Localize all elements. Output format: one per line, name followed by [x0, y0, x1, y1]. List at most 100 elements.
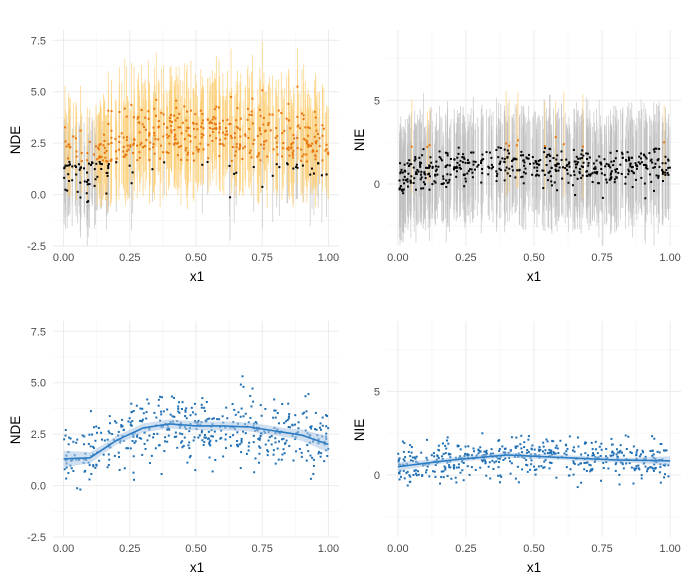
bottom-left-data-point [244, 412, 247, 415]
top-right-data-point [456, 156, 459, 159]
bottom-right-data-point [424, 471, 427, 474]
bottom-right-data-point [587, 454, 590, 457]
top-left-data-point [248, 151, 251, 154]
top-right-data-point [667, 159, 670, 162]
bottom-left-data-point [295, 450, 298, 453]
bottom-right-data-point [444, 466, 447, 469]
top-left-data-point [314, 155, 317, 158]
top-right-data-point [643, 182, 646, 185]
bottom-right-data-point [428, 475, 431, 478]
top-right-data-point [581, 149, 584, 152]
top-right-data-point [593, 171, 596, 174]
top-right-data-point [536, 162, 539, 165]
bottom-right-data-point [530, 448, 533, 451]
top-left-data-point [100, 156, 103, 159]
top-left-data-point [208, 122, 211, 125]
top-left-data-point [250, 110, 253, 113]
top-right-data-point [415, 173, 418, 176]
bottom-left-data-point [146, 398, 149, 401]
bottom-right-data-point [439, 482, 442, 485]
panel-bottom-right-ylabel: NIE [352, 419, 367, 442]
top-right-data-point [610, 170, 613, 173]
bottom-right-data-point [594, 448, 597, 451]
bottom-left-data-point [98, 459, 101, 462]
bottom-right-data-point [542, 441, 545, 444]
bottom-right-data-point [627, 435, 630, 438]
top-right-data-point [463, 157, 466, 160]
bottom-left-data-point [120, 424, 123, 427]
top-right-data-point [612, 160, 615, 163]
bottom-left-data-point [100, 431, 103, 434]
top-left-data-point [68, 160, 71, 163]
top-right-data-point [480, 181, 483, 184]
top-left-data-point [95, 162, 98, 165]
bottom-right-data-point [658, 471, 661, 474]
top-right-data-point [658, 165, 661, 168]
top-left-data-point [286, 163, 289, 166]
top-left-data-point [307, 134, 310, 137]
top-right-data-point [581, 174, 584, 177]
top-right-data-point [501, 157, 504, 160]
bottom-left-data-point [255, 422, 258, 425]
bottom-left-data-point [128, 417, 131, 420]
bottom-left-data-point [260, 432, 263, 435]
panel-bottom-left-marks [63, 375, 330, 491]
bottom-right-data-point [417, 473, 420, 476]
bottom-right-data-point [653, 463, 656, 466]
top-left-y-tick-label: 2.5 [31, 138, 46, 150]
top-right-data-point [461, 156, 464, 159]
bottom-left-data-point [187, 444, 190, 447]
top-left-data-point [215, 137, 218, 140]
bottom-left-data-point [220, 436, 223, 439]
bottom-left-data-point [207, 437, 210, 440]
top-right-data-point [627, 170, 630, 173]
bottom-left-data-point [274, 437, 277, 440]
top-left-data-point [233, 136, 236, 139]
top-right-data-point [463, 173, 466, 176]
top-left-y-tick-label: 7.5 [31, 35, 46, 47]
top-left-data-point [290, 147, 293, 150]
top-left-data-point [230, 159, 233, 162]
top-right-data-point [640, 161, 643, 164]
bottom-left-data-point [229, 436, 232, 439]
top-left-data-point [246, 118, 249, 121]
bottom-left-data-point [267, 439, 270, 442]
top-right-data-point [409, 180, 412, 183]
top-left-data-point [85, 192, 88, 195]
bottom-left-data-point [177, 410, 180, 413]
top-left-data-point [185, 119, 188, 122]
top-right-data-point [522, 159, 525, 162]
bottom-right-data-point [525, 463, 528, 466]
bottom-right-data-point [402, 458, 405, 461]
bottom-right-data-point [493, 461, 496, 464]
bottom-left-data-point [191, 411, 194, 414]
bottom-left-data-point [183, 436, 186, 439]
top-left-data-point [99, 155, 102, 158]
bottom-left-data-point [167, 434, 170, 437]
top-left-data-point [304, 126, 307, 129]
panel-top-left-ticks: 0.00 0.25 0.50 0.75 1.00-2.50.02.55.07.5 [27, 35, 339, 264]
top-right-data-point [473, 168, 476, 171]
top-right-data-point [574, 163, 577, 166]
top-right-data-point [528, 153, 531, 156]
top-left-data-point [201, 112, 204, 115]
bottom-left-data-point [154, 447, 157, 450]
bottom-left-data-point [185, 407, 188, 410]
bottom-left-data-point [288, 426, 291, 429]
bottom-right-data-point [490, 448, 493, 451]
bottom-right-data-point [614, 463, 617, 466]
panel-top-right-xlabel: x1 [527, 269, 541, 284]
top-left-data-point [292, 141, 295, 144]
top-right-data-point [594, 167, 597, 170]
bottom-right-data-point [548, 448, 551, 451]
top-left-data-point [308, 127, 311, 130]
top-left-data-point [64, 164, 67, 167]
bottom-left-data-point [266, 449, 269, 452]
top-left-data-point [301, 164, 304, 167]
top-left-data-point [217, 106, 220, 109]
bottom-right-data-point [589, 470, 592, 473]
bottom-right-data-point [538, 450, 541, 453]
bottom-right-data-point [543, 452, 546, 455]
top-left-data-point [64, 188, 67, 191]
top-right-data-point [536, 166, 539, 169]
